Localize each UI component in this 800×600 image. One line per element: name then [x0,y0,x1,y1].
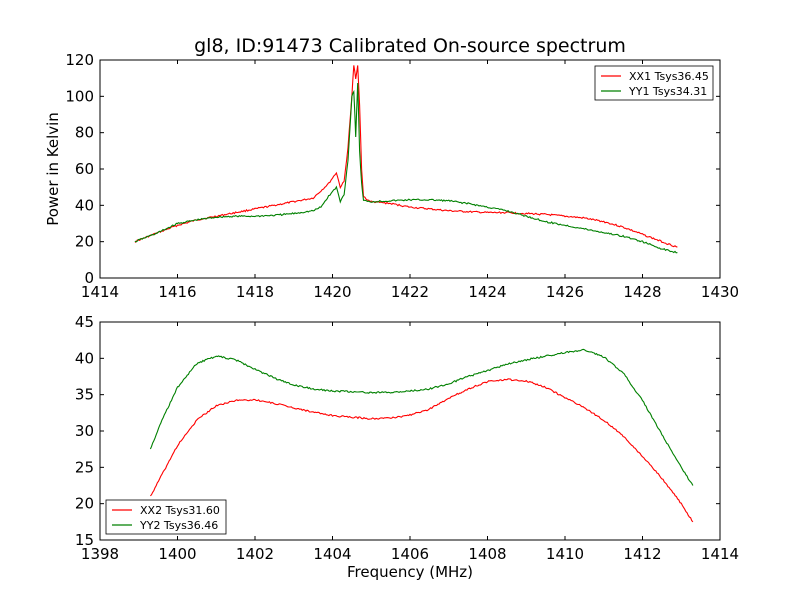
x-tick-label: 1410 [546,545,584,563]
series-line-bottom-1 [149,348,694,486]
x-tick-label: 1406 [391,545,429,563]
y-tick-label: 0 [84,269,94,287]
y-tick-label: 30 [75,422,94,440]
series-line-bottom-0 [149,378,694,523]
y-tick-label: 120 [65,51,94,69]
x-tick-label: 1428 [623,283,661,301]
legend: XX1 Tsys36.45 YY1 Tsys34.31 [594,65,714,101]
y-tick-label: 40 [75,196,94,214]
legend-box [594,65,714,101]
x-tick-label: 1420 [313,283,351,301]
series-line-top-0 [134,65,678,248]
x-tick-label: 1402 [236,545,274,563]
x-tick-label: 1412 [623,545,661,563]
x-tick-label: 1398 [81,545,119,563]
y-tick-label: 80 [75,124,94,142]
legend-label: XX2 Tsys31.60 [140,504,220,517]
x-axis-label: Frequency (MHz) [347,563,473,581]
y-tick-label: 20 [75,495,94,513]
y-tick-label: 45 [75,313,94,331]
legend-box [105,499,227,535]
x-tick-label: 1422 [391,283,429,301]
y-tick-label: 35 [75,386,94,404]
legend-label: YY1 Tsys34.31 [628,85,707,98]
y-tick-label: 25 [75,458,94,476]
y-axis-label: Power in Kelvin [44,112,62,226]
x-tick-label: 1426 [546,283,584,301]
y-tick-label: 15 [75,531,94,549]
legend-label: XX1 Tsys36.45 [629,70,709,83]
x-tick-label: 1414 [81,283,119,301]
y-tick-label: 100 [65,87,94,105]
x-tick-label: 1424 [468,283,506,301]
chart-title: gl8, ID:91473 Calibrated On-source spect… [194,35,626,57]
x-tick-label: 1408 [468,545,506,563]
y-tick-label: 60 [75,160,94,178]
legend: XX2 Tsys31.60 YY2 Tsys36.46 [105,499,227,535]
legend-label: YY2 Tsys36.46 [139,519,218,532]
top-plot: 1414 1416 1418 1420 1422 1424 1426 1428 1430 0 20 4… [65,51,739,301]
x-tick-label: 1414 [701,545,739,563]
series-line-top-1 [134,82,678,254]
x-tick-label: 1416 [158,283,196,301]
x-tick-label: 1418 [236,283,274,301]
y-tick-label: 20 [75,233,94,251]
x-tick-label: 1430 [701,283,739,301]
bottom-plot: 1398 1400 1402 1404 1406 1408 1410 1412 1414 15 20… [75,313,739,563]
x-tick-label: 1400 [158,545,196,563]
y-tick-label: 40 [75,349,94,367]
x-tick-label: 1404 [313,545,351,563]
